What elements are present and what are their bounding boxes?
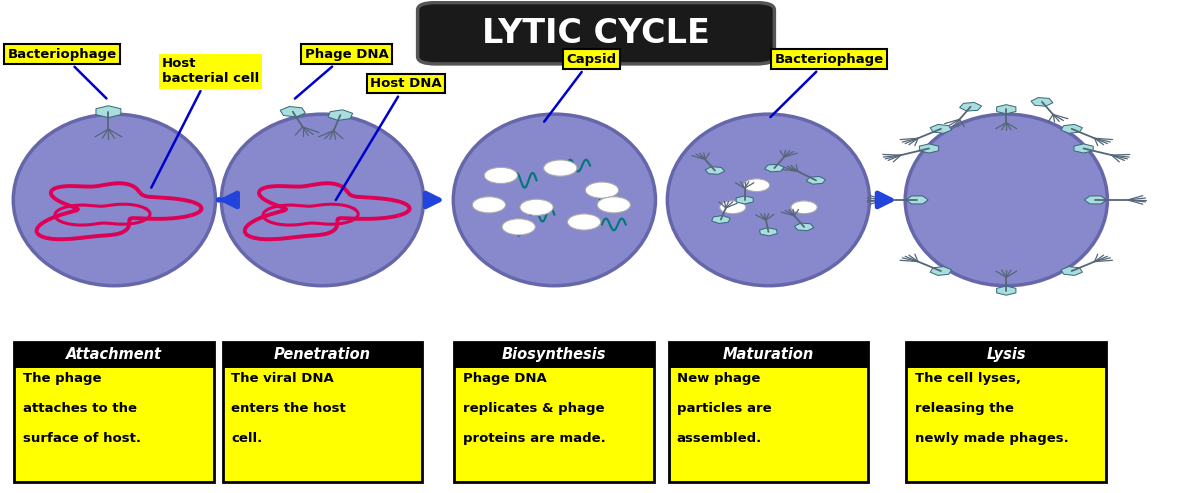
FancyBboxPatch shape	[906, 342, 1106, 482]
Polygon shape	[737, 196, 753, 204]
Polygon shape	[1061, 267, 1082, 276]
Text: Bacteriophage: Bacteriophage	[770, 53, 883, 117]
Ellipse shape	[567, 214, 601, 230]
Polygon shape	[794, 223, 814, 231]
Polygon shape	[960, 103, 981, 111]
FancyBboxPatch shape	[14, 342, 215, 368]
Polygon shape	[1085, 196, 1106, 204]
Ellipse shape	[744, 179, 770, 192]
Text: Maturation: Maturation	[722, 348, 814, 362]
FancyBboxPatch shape	[14, 342, 215, 482]
Ellipse shape	[222, 114, 423, 286]
Text: Biosynthesis: Biosynthesis	[502, 348, 607, 362]
Polygon shape	[712, 215, 730, 223]
Polygon shape	[906, 196, 929, 204]
Polygon shape	[1061, 124, 1082, 133]
Polygon shape	[97, 106, 120, 118]
Ellipse shape	[585, 182, 619, 198]
FancyBboxPatch shape	[669, 342, 868, 482]
FancyBboxPatch shape	[223, 342, 422, 482]
Polygon shape	[997, 105, 1016, 114]
Text: Phage DNA

replicates & phage

proteins are made.: Phage DNA replicates & phage proteins ar…	[462, 372, 606, 445]
Polygon shape	[806, 176, 826, 184]
Text: Phage DNA: Phage DNA	[294, 48, 389, 99]
Ellipse shape	[544, 160, 577, 176]
Polygon shape	[930, 124, 951, 133]
Text: The cell lyses,

releasing the

newly made phages.: The cell lyses, releasing the newly made…	[914, 372, 1068, 445]
Polygon shape	[765, 164, 784, 172]
Text: Attachment: Attachment	[67, 348, 162, 362]
Polygon shape	[759, 228, 777, 236]
FancyBboxPatch shape	[669, 342, 868, 368]
Text: New phage

particles are

assembled.: New phage particles are assembled.	[677, 372, 771, 445]
Text: Lysis: Lysis	[987, 348, 1026, 362]
FancyBboxPatch shape	[454, 342, 654, 482]
Ellipse shape	[597, 197, 631, 213]
FancyBboxPatch shape	[906, 342, 1106, 368]
Polygon shape	[997, 286, 1016, 295]
Text: Host DNA: Host DNA	[336, 77, 442, 200]
Ellipse shape	[484, 167, 517, 183]
Ellipse shape	[668, 114, 869, 286]
Text: Bacteriophage: Bacteriophage	[7, 48, 117, 99]
FancyBboxPatch shape	[454, 342, 654, 368]
Polygon shape	[919, 144, 938, 153]
Polygon shape	[280, 106, 305, 117]
Polygon shape	[328, 110, 353, 120]
Text: Host
bacterial cell: Host bacterial cell	[151, 57, 259, 188]
Ellipse shape	[13, 114, 216, 286]
Ellipse shape	[520, 199, 553, 215]
Text: The viral DNA

enters the host

cell.: The viral DNA enters the host cell.	[231, 372, 346, 445]
Polygon shape	[1074, 144, 1093, 153]
Ellipse shape	[472, 197, 505, 213]
FancyBboxPatch shape	[417, 2, 775, 64]
Text: LYTIC CYCLE: LYTIC CYCLE	[482, 17, 710, 50]
Text: The phage

attaches to the

surface of host.: The phage attaches to the surface of hos…	[23, 372, 141, 445]
Text: Penetration: Penetration	[274, 348, 371, 362]
Polygon shape	[1031, 98, 1053, 106]
Ellipse shape	[905, 114, 1107, 286]
Polygon shape	[930, 267, 951, 276]
Polygon shape	[706, 167, 725, 175]
Ellipse shape	[453, 114, 656, 286]
Text: Capsid: Capsid	[545, 53, 616, 122]
Ellipse shape	[791, 201, 818, 213]
Ellipse shape	[720, 201, 746, 213]
FancyBboxPatch shape	[223, 342, 422, 368]
Ellipse shape	[502, 219, 535, 235]
